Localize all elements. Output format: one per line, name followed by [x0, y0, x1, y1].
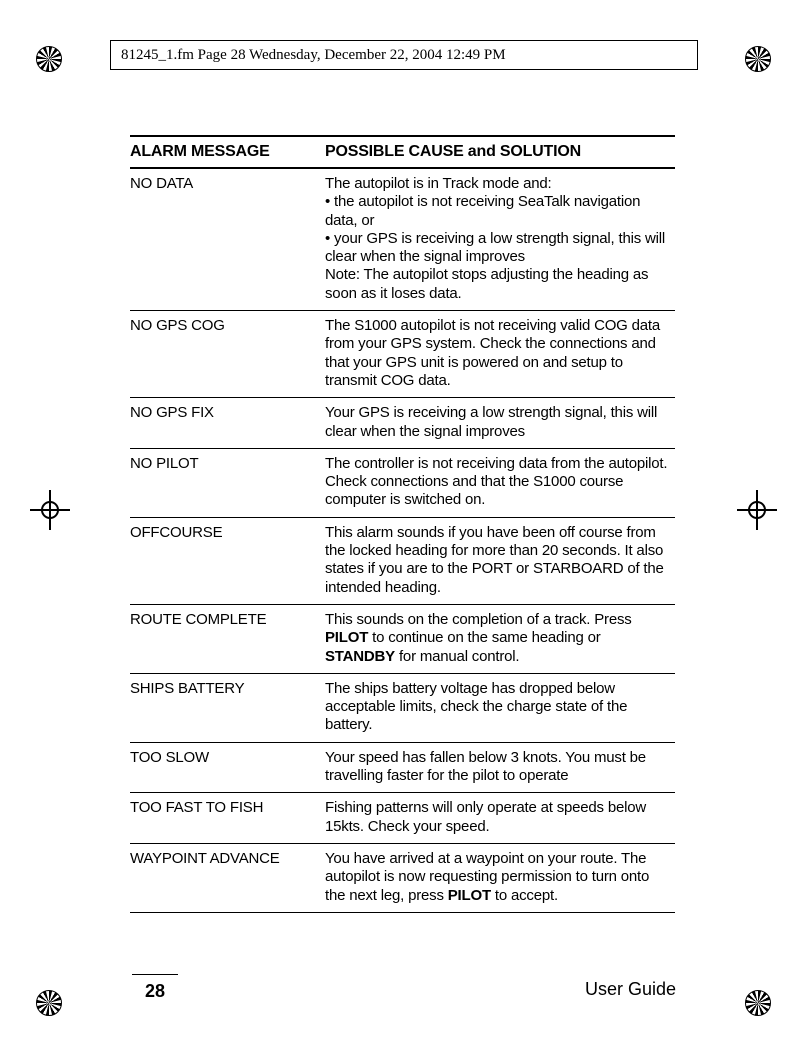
alarm-message-cell: NO DATA — [130, 168, 325, 311]
table-row: ROUTE COMPLETEThis sounds on the complet… — [130, 604, 675, 673]
table-row: NO GPS FIXYour GPS is receiving a low st… — [130, 398, 675, 449]
alarm-solution-cell: The S1000 autopilot is not receiving val… — [325, 311, 675, 398]
footer-title: User Guide — [585, 979, 676, 1000]
alarm-solution-cell: You have arrived at a waypoint on your r… — [325, 843, 675, 912]
registration-mark-icon — [36, 990, 62, 1016]
document-meta-box: 81245_1.fm Page 28 Wednesday, December 2… — [110, 40, 698, 70]
table-row: TOO FAST TO FISHFishing patterns will on… — [130, 793, 675, 844]
registration-mark-icon — [36, 46, 62, 72]
alarm-message-cell: SHIPS BATTERY — [130, 673, 325, 742]
table-header-alarm: ALARM MESSAGE — [130, 136, 325, 168]
table-row: SHIPS BATTERYThe ships battery voltage h… — [130, 673, 675, 742]
alarm-message-cell: WAYPOINT ADVANCE — [130, 843, 325, 912]
table-row: NO PILOTThe controller is not receiving … — [130, 448, 675, 517]
alarm-message-cell: ROUTE COMPLETE — [130, 604, 325, 673]
alarm-message-cell: NO PILOT — [130, 448, 325, 517]
alarm-solution-cell: This alarm sounds if you have been off c… — [325, 517, 675, 604]
alarm-solution-cell: This sounds on the completion of a track… — [325, 604, 675, 673]
table-header-solution: POSSIBLE CAUSE and SOLUTION — [325, 136, 675, 168]
crop-mark-icon — [737, 490, 777, 530]
alarm-solution-cell: The controller is not receiving data fro… — [325, 448, 675, 517]
alarm-message-cell: TOO FAST TO FISH — [130, 793, 325, 844]
alarm-message-cell: NO GPS FIX — [130, 398, 325, 449]
alarm-message-cell: OFFCOURSE — [130, 517, 325, 604]
table-row: NO DATAThe autopilot is in Track mode an… — [130, 168, 675, 311]
alarm-message-cell: TOO SLOW — [130, 742, 325, 793]
page-number: 28 — [132, 974, 178, 1002]
alarm-solution-cell: Your GPS is receiving a low strength sig… — [325, 398, 675, 449]
registration-mark-icon — [745, 990, 771, 1016]
crop-mark-icon — [30, 490, 70, 530]
table-row: OFFCOURSEThis alarm sounds if you have b… — [130, 517, 675, 604]
alarm-solution-cell: Your speed has fallen below 3 knots. You… — [325, 742, 675, 793]
alarm-solution-cell: The autopilot is in Track mode and:• the… — [325, 168, 675, 311]
table-row: WAYPOINT ADVANCEYou have arrived at a wa… — [130, 843, 675, 912]
table-row: NO GPS COGThe S1000 autopilot is not rec… — [130, 311, 675, 398]
page-footer: 28 User Guide — [110, 962, 698, 1002]
registration-mark-icon — [745, 46, 771, 72]
alarm-table: ALARM MESSAGE POSSIBLE CAUSE and SOLUTIO… — [130, 135, 675, 913]
table-row: TOO SLOWYour speed has fallen below 3 kn… — [130, 742, 675, 793]
alarm-message-cell: NO GPS COG — [130, 311, 325, 398]
content-area: ALARM MESSAGE POSSIBLE CAUSE and SOLUTIO… — [130, 135, 675, 913]
alarm-solution-cell: Fishing patterns will only operate at sp… — [325, 793, 675, 844]
table-header-row: ALARM MESSAGE POSSIBLE CAUSE and SOLUTIO… — [130, 136, 675, 168]
alarm-solution-cell: The ships battery voltage has dropped be… — [325, 673, 675, 742]
document-meta-text: 81245_1.fm Page 28 Wednesday, December 2… — [121, 47, 506, 64]
page: 81245_1.fm Page 28 Wednesday, December 2… — [0, 0, 807, 1062]
